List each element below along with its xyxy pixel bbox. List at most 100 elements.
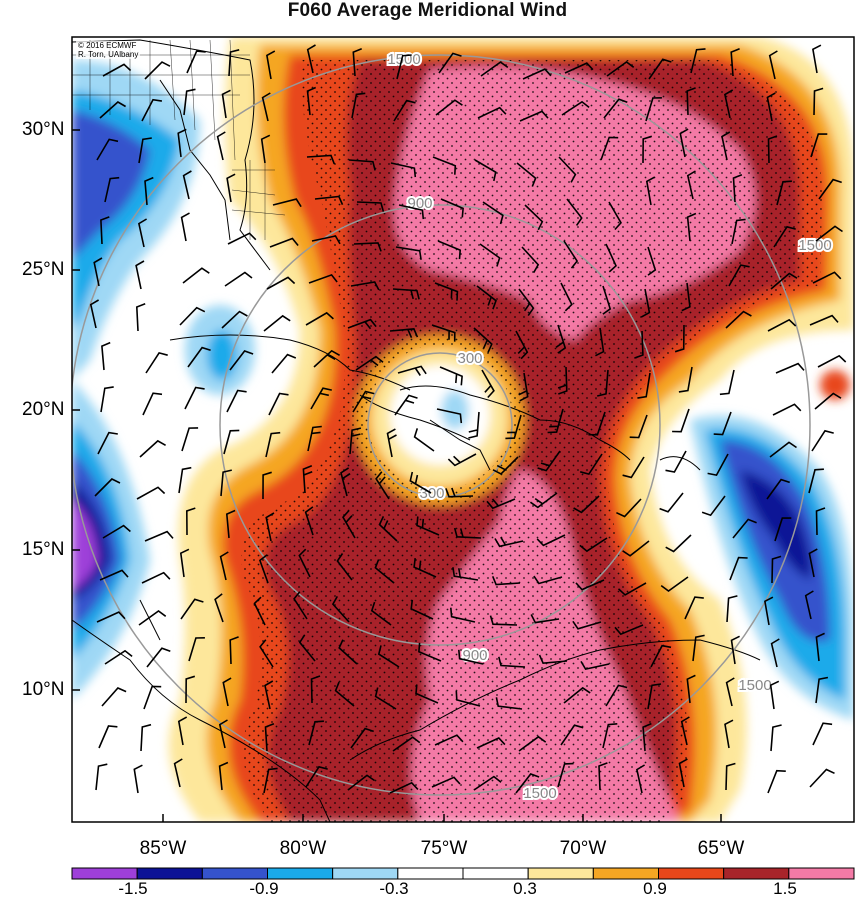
wind-barb: [431, 324, 456, 342]
wind-barb: [94, 478, 121, 497]
wind-barb: [266, 276, 296, 290]
wind-barb: [351, 92, 366, 119]
wind-barb: [229, 350, 254, 371]
wind-barb: [331, 596, 350, 623]
wind-barb: [305, 765, 328, 788]
wind-barb: [144, 176, 154, 206]
wind-barb: [579, 453, 603, 476]
wind-barb: [686, 674, 696, 704]
wind-barb: [660, 576, 689, 592]
wind-barb: [518, 735, 547, 752]
lat-label: 25°N: [22, 259, 65, 280]
wind-barb: [622, 540, 650, 557]
wind-barb: [227, 232, 257, 245]
wind-barb: [473, 775, 502, 791]
wind-barb: [432, 156, 457, 175]
wind-barb: [767, 135, 778, 164]
colorbar-swatch: [201, 867, 268, 880]
wind-barb: [732, 518, 757, 539]
wind-barb: [96, 611, 126, 623]
wind-barb: [474, 159, 497, 182]
colorbar-label: 0.3: [513, 879, 537, 898]
wind-barb: [519, 110, 549, 122]
wind-barb: [560, 724, 584, 746]
wind-barb: [617, 582, 647, 596]
lon-label: 75°W: [420, 838, 468, 859]
wind-barb: [261, 92, 271, 122]
wind-barb: [563, 686, 591, 704]
wind-barb: [434, 282, 459, 301]
wind-barb: [413, 428, 435, 452]
wind-barb: [229, 636, 239, 665]
wind-barb: [418, 642, 442, 662]
wind-barb: [350, 727, 374, 749]
wind-barb: [306, 86, 317, 116]
colorbar-swatch: [71, 867, 138, 880]
wind-barb: [731, 218, 746, 245]
wind-barb: [477, 106, 507, 119]
lat-label: 30°N: [22, 119, 65, 140]
wind-barb: [681, 282, 691, 312]
wind-barb: [812, 44, 822, 74]
colorbar-label: -0.3: [379, 879, 409, 898]
wind-barb: [305, 311, 334, 326]
wind-barb: [575, 579, 605, 591]
wind-barb: [678, 758, 688, 788]
wind-barb: [146, 647, 171, 668]
wind-barb: [352, 390, 375, 413]
wind-barb: [437, 240, 462, 260]
colorbar-swatch: [723, 867, 790, 880]
wind-barb: [136, 486, 166, 500]
ring-label: 1500: [387, 51, 420, 68]
wind-barb: [101, 687, 127, 707]
wind-barb: [265, 431, 281, 458]
wind-barb: [375, 471, 390, 500]
wind-barb: [102, 63, 132, 77]
wind-barb: [770, 724, 782, 752]
wind-barb: [260, 134, 271, 164]
wind-barb: [263, 314, 291, 332]
wind-barb: [597, 369, 609, 397]
wind-barb: [141, 98, 163, 122]
wind-barb: [440, 198, 464, 218]
wind-barb: [306, 154, 336, 165]
wind-barb: [729, 556, 748, 581]
wind-barb: [336, 553, 353, 581]
wind-barb: [104, 176, 120, 203]
wind-barb: [98, 725, 118, 749]
range-rings: [72, 54, 811, 796]
wind-barb: [723, 89, 734, 119]
wind-barb: [815, 676, 829, 704]
wind-barb: [96, 138, 119, 161]
wind-barb: [647, 683, 662, 710]
wind-barb: [713, 411, 732, 436]
wind-barb: [314, 195, 344, 206]
wind-barb: [771, 555, 782, 584]
wind-barb: [764, 596, 774, 626]
wind-barb: [642, 722, 652, 752]
wind-barb: [812, 722, 833, 746]
wind-barb: [225, 509, 236, 539]
wind-barb: [452, 567, 479, 581]
wind-barb: [395, 246, 422, 260]
wind-barb: [537, 450, 561, 472]
map-title: F060 Average Meridional Wind: [287, 0, 568, 21]
ring-label: 1500: [738, 677, 771, 694]
wind-barb: [352, 47, 363, 77]
wind-barb: [347, 318, 377, 330]
wind-barb: [572, 620, 602, 630]
lon-label: 85°W: [139, 838, 187, 859]
wind-barb: [558, 156, 577, 183]
wind-barb: [377, 645, 400, 668]
wind-barb: [602, 723, 618, 749]
wind-barb: [268, 392, 289, 416]
wind-barb: [641, 288, 651, 318]
wind-barb: [218, 761, 229, 791]
wind-barb: [686, 170, 696, 200]
wind-barb: [529, 492, 558, 509]
wind-barb: [436, 408, 463, 424]
wind-barb: [560, 282, 573, 312]
wind-barb: [133, 764, 143, 794]
wind-barb: [679, 128, 689, 158]
